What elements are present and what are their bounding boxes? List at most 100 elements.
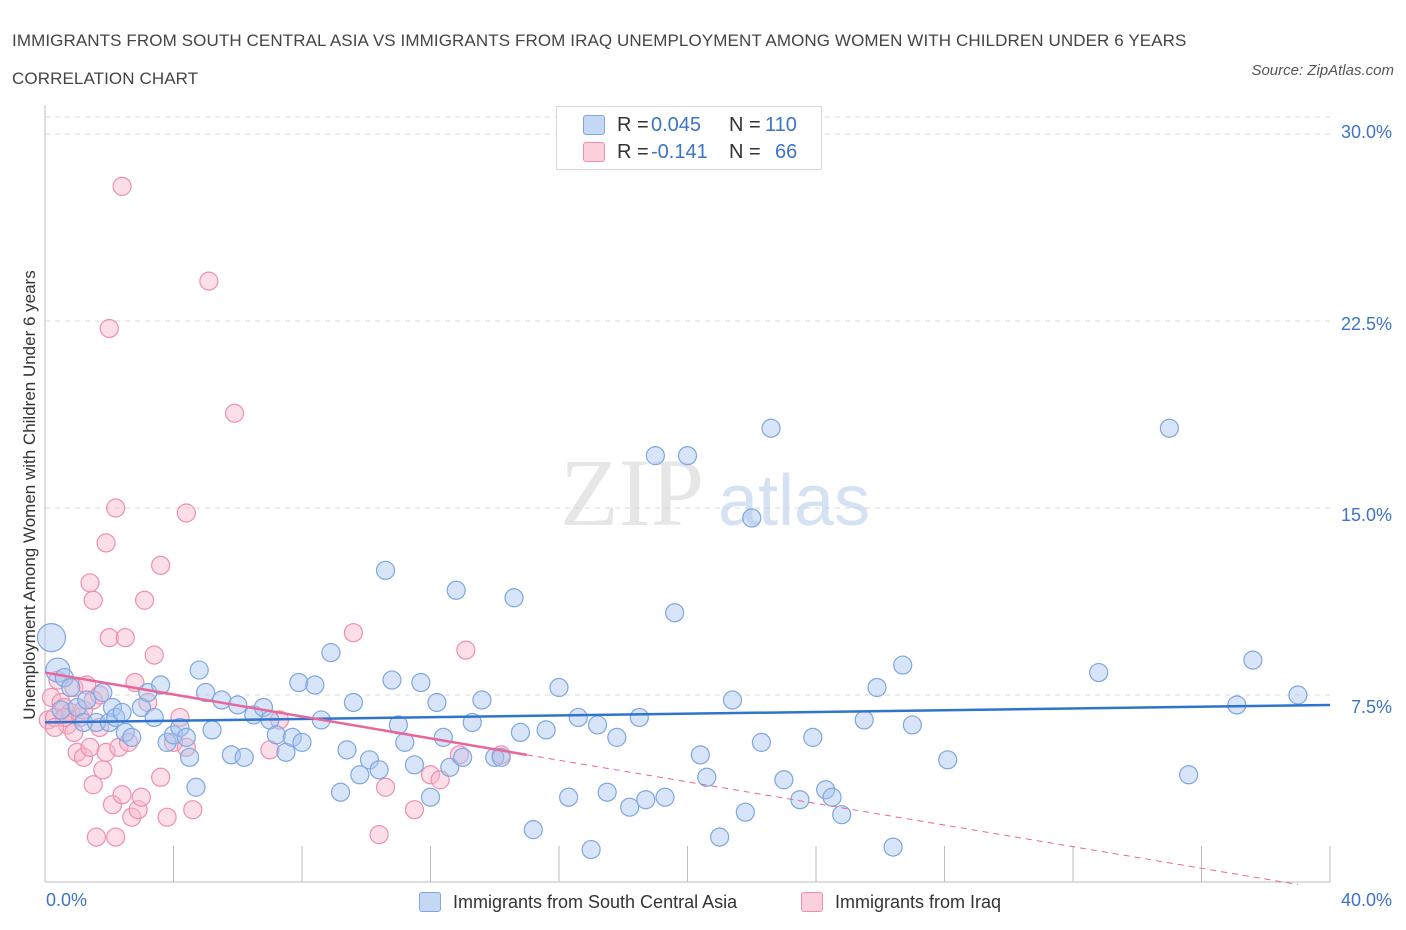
legend-row-south-central-asia: R = 0.045 N = 110 [583, 112, 797, 138]
pink-point [73, 747, 94, 767]
blue-point [234, 747, 254, 767]
blue-point [330, 782, 351, 802]
blue-point [420, 787, 441, 807]
legend-n-value: 110 [765, 113, 797, 136]
legend-r-value: -0.141 [651, 140, 708, 163]
blue-point [337, 740, 357, 760]
pink-point [106, 498, 126, 518]
pink-point [404, 800, 425, 820]
blue-point [854, 710, 874, 730]
blue-point [790, 790, 810, 810]
pink-point [93, 760, 113, 780]
blue-point [902, 715, 922, 735]
y-tick-30: 30.0% [1340, 122, 1392, 142]
bottom-legend-swatch-blue [419, 892, 441, 912]
blue-point [282, 727, 302, 747]
blue-point [186, 777, 206, 797]
blue-point [832, 805, 852, 825]
legend-r-label: R = [617, 140, 649, 163]
blue-point [735, 802, 755, 822]
blue-point [404, 755, 425, 775]
blue-point [289, 672, 309, 693]
blue-point [202, 720, 222, 740]
blue-point [491, 747, 511, 767]
x-tick-right: 40.0% [1340, 890, 1392, 910]
legend-swatch-blue [583, 115, 605, 135]
blue-point [382, 670, 402, 690]
bottom-legend-label: Immigrants from South Central Asia [453, 891, 738, 912]
y-tick-22-5: 22.5% [1340, 314, 1392, 334]
bottom-legend-label: Immigrants from Iraq [835, 891, 1002, 912]
blue-point [411, 672, 431, 693]
pink-point [67, 742, 87, 762]
blue-point [883, 837, 903, 857]
pink-trend-extension [526, 754, 1298, 885]
pink-point [176, 503, 196, 523]
blue-point [751, 732, 771, 752]
blue-point [61, 677, 81, 698]
blue-point [266, 725, 286, 745]
bottom-legend-south-central-asia: Immigrants from South Central Asia [419, 889, 737, 915]
x-tick-left: 0.0% [46, 890, 88, 910]
blue-point [665, 603, 685, 623]
iraq-points [38, 176, 511, 847]
pink-point [151, 767, 171, 787]
blue-point [321, 643, 341, 663]
pink-point [96, 533, 116, 553]
blue-point [144, 707, 164, 728]
legend-n-label: N = [729, 113, 761, 136]
blue-point [170, 717, 190, 738]
blue-point [893, 655, 913, 675]
blue-point [607, 727, 627, 747]
blue-point [350, 765, 370, 785]
blue-point [176, 727, 196, 747]
blue-point [1179, 765, 1199, 785]
legend-r-label: R = [617, 113, 649, 136]
pink-point [99, 628, 119, 648]
pink-point [83, 590, 103, 610]
blue-point [51, 700, 71, 720]
legend-n-label: N = [729, 140, 761, 163]
blue-point [112, 702, 132, 723]
blue-point [115, 722, 135, 743]
pink-point [375, 777, 396, 797]
blue-point [549, 677, 569, 698]
blue-point [620, 797, 640, 817]
blue-point [179, 747, 200, 767]
blue-point [523, 820, 543, 840]
trend-lines [44, 671, 1331, 885]
blue-point [938, 750, 958, 770]
y-tick-15: 15.0% [1340, 505, 1392, 525]
watermark: ZIP atlas [560, 439, 870, 546]
pink-point [369, 825, 389, 845]
blue-point [433, 727, 453, 747]
blue-point [446, 580, 466, 600]
pink-point [83, 775, 103, 795]
pink-point [99, 318, 119, 339]
chart-title: IMMIGRANTS FROM SOUTH CENTRAL ASIA VS IM… [12, 31, 1187, 88]
blue-point [1089, 662, 1109, 683]
blue-point [151, 675, 171, 695]
watermark-zip: ZIP [560, 439, 704, 546]
pink-point [151, 555, 171, 575]
correlation-legend: R = 0.045 N = 110 R = -0.141 N = 66 [556, 106, 822, 170]
y-tick-7-5: 7.5% [1350, 697, 1392, 717]
blue-point [122, 727, 142, 747]
pink-point [64, 722, 84, 743]
pink-point [112, 785, 132, 805]
pink-point [115, 628, 135, 648]
blue-point [803, 727, 823, 747]
blue-point [822, 787, 842, 807]
pink-point [83, 690, 103, 710]
bottom-legend-swatch-pink [801, 892, 823, 912]
chart-source: Source: ZipAtlas.com [1251, 62, 1394, 79]
blue-point [1159, 418, 1179, 438]
legend-r-value: 0.045 [651, 113, 702, 136]
watermark-atlas: atlas [718, 461, 870, 541]
blue-point [761, 418, 781, 438]
pink-point [102, 795, 123, 815]
blue-point [196, 682, 216, 703]
blue-trend-line [44, 703, 1331, 724]
blue-point [189, 660, 209, 680]
blue-point [742, 508, 762, 528]
